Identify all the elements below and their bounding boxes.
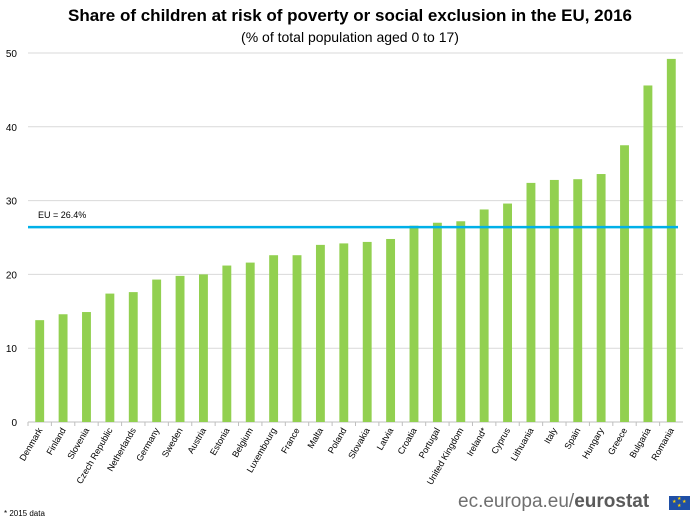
bar [479,209,489,422]
brand-name: eurostat [574,491,650,512]
bar [105,293,115,422]
bar [199,274,208,422]
eu-flag-icon: ★ ★ ★ ★ [669,496,690,510]
bar [666,58,676,423]
y-tick-label: 20 [6,270,18,281]
bar [362,241,372,422]
x-tick-label: Sweden [160,426,185,459]
bar [222,265,232,422]
bar [456,221,466,422]
bar [573,179,583,422]
bar [82,312,91,422]
footnote: * 2015 data [4,509,45,518]
chart-title: Share of children at risk of poverty or … [67,6,632,25]
x-tick-label: Poland [326,426,349,455]
bar [503,203,512,422]
x-tick-label: Slovenia [65,426,91,461]
bar [386,238,396,422]
x-tick-label: Spain [562,426,582,451]
y-tick-label: 30 [6,197,18,208]
y-tick-label: 40 [6,123,18,134]
x-tick-label: Cyprus [489,426,512,456]
x-tick-label: Slovakia [346,426,372,460]
eu-average-label: EU = 26.4% [38,210,86,220]
bar [339,243,349,422]
x-tick-label: Ireland* [465,426,489,458]
x-tick-label: Lithuania [509,426,536,463]
x-tick-label: Denmark [18,426,45,463]
x-tick-label: Portugal [417,426,442,460]
x-tick-label: Bulgaria [627,426,652,460]
y-tick-label: 0 [11,418,17,429]
bar [269,255,279,422]
x-tick-label: Austria [186,426,209,455]
bar [315,244,325,422]
eurostat-logo[interactable]: ec.europa.eu/eurostat [458,491,649,513]
x-tick-label: Hungary [580,426,606,461]
x-tick-label: France [279,426,302,455]
x-tick-label: Greece [606,426,629,457]
bar [432,222,442,422]
x-tick-label: Estonia [208,426,232,457]
y-tick-label: 50 [6,49,18,60]
x-tick-label: Germany [134,426,161,463]
x-tick-label: Malta [305,426,325,450]
bar [175,275,185,422]
bar [596,174,606,422]
bar [549,179,559,422]
chart-subtitle: (% of total population aged 0 to 17) [241,29,459,45]
bar [643,85,653,423]
bar [152,279,162,422]
bar [409,225,419,422]
bar [292,255,302,422]
bar [58,314,68,422]
bar [526,182,536,422]
x-tick-label: Italy [542,426,559,446]
brand-prefix: ec.europa.eu/ [458,491,575,512]
bar [128,292,138,422]
x-tick-label: Romania [649,426,676,462]
x-tick-label: Croatia [396,426,419,456]
y-tick-label: 10 [6,344,18,355]
bar [245,262,255,422]
bar [620,145,629,422]
x-tick-label: Belgium [230,426,255,459]
x-tick-label: Finland [44,426,67,457]
x-tick-label: Latvia [375,426,396,452]
bar [35,320,45,422]
